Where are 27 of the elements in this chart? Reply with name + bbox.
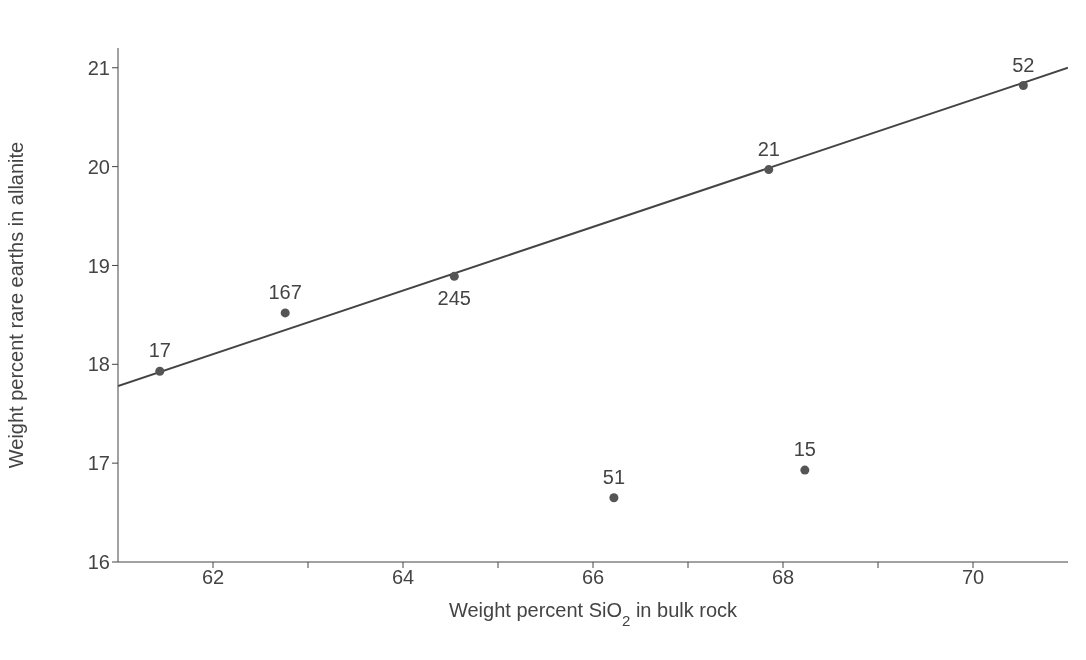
x-tick-label: 66 — [581, 566, 605, 589]
point — [609, 493, 619, 503]
x-tick-label: 64 — [391, 566, 415, 589]
point — [449, 271, 459, 281]
y-tick-label: 21 — [87, 56, 110, 79]
annotation: 245 — [437, 286, 471, 309]
annotation: 52 — [1012, 53, 1035, 76]
annotation: 17 — [148, 339, 171, 362]
y-tick-label: 18 — [87, 353, 110, 376]
y-tick-label: 19 — [87, 254, 110, 277]
point — [1018, 81, 1028, 91]
annotation: 167 — [268, 280, 302, 303]
x-tick-label: 70 — [961, 566, 985, 589]
x-tick-label: 68 — [771, 566, 795, 589]
annotation: 51 — [602, 465, 626, 488]
point — [155, 366, 165, 376]
y-tick-label: 20 — [87, 155, 110, 178]
point — [800, 465, 810, 475]
point — [280, 308, 290, 318]
point — [764, 165, 774, 175]
x-axis-title: Weight percent SiO$_{2}$ in bulk rock — [448, 599, 739, 629]
annotation: 21 — [757, 137, 780, 160]
y-tick-label: 16 — [87, 551, 110, 574]
y-axis-title: Weight percent rare earths in allanite — [5, 141, 27, 469]
annotation: 15 — [793, 438, 816, 461]
y-tick-label: 17 — [87, 452, 110, 475]
x-tick-label: 62 — [201, 566, 225, 589]
